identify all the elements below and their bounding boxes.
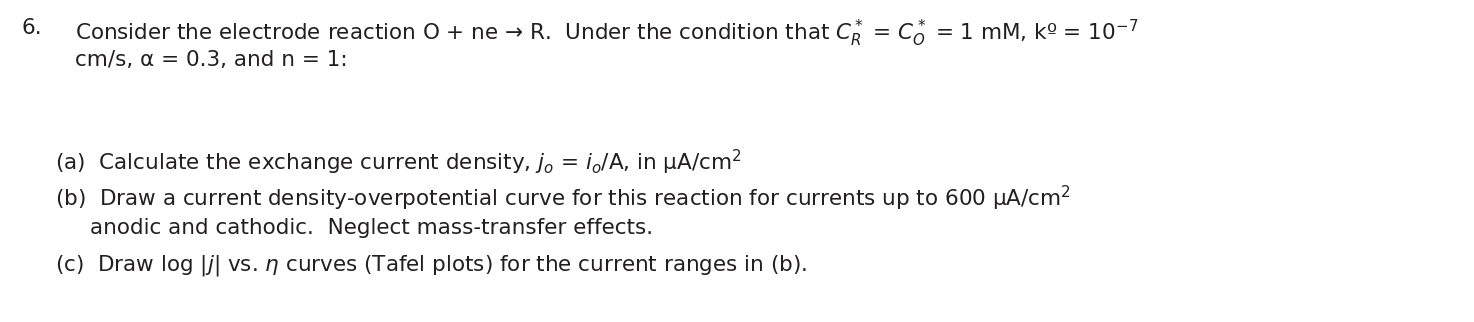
Text: 6.: 6. [22,18,43,38]
Text: cm/s, α = 0.3, and n = 1:: cm/s, α = 0.3, and n = 1: [75,50,348,70]
Text: (a)  Calculate the exchange current density, $j_o$ = $i_o$/A, in μA/cm$^2$: (a) Calculate the exchange current densi… [55,148,741,177]
Text: Consider the electrode reaction O + ne → R.  Under the condition that $C_R^*$ = : Consider the electrode reaction O + ne →… [75,18,1138,49]
Text: (b)  Draw a current density-overpotential curve for this reaction for currents u: (b) Draw a current density-overpotential… [55,184,1072,213]
Text: anodic and cathodic.  Neglect mass-transfer effects.: anodic and cathodic. Neglect mass-transf… [90,218,653,238]
Text: (c)  Draw log $|j|$ vs. $\eta$ curves (Tafel plots) for the current ranges in (b: (c) Draw log $|j|$ vs. $\eta$ curves (Ta… [55,253,808,278]
